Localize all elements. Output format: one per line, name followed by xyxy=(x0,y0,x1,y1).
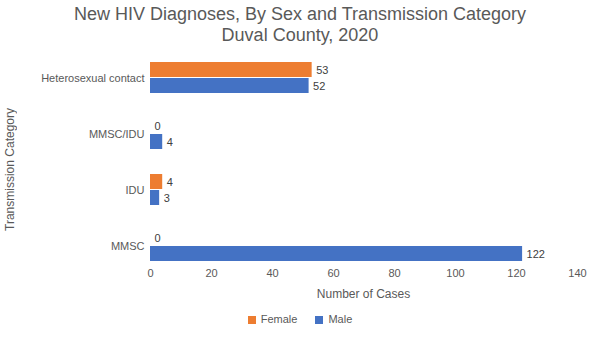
html-text:Duval County, 2020: Duval County, 2020 xyxy=(221,25,379,45)
html-text:Transmission Category: Transmission Category xyxy=(3,108,17,231)
svg-text:53: 53 xyxy=(316,64,328,76)
html-text:Female: Female xyxy=(260,313,298,325)
svg-text:MMSC: MMSC xyxy=(111,240,145,252)
svg-text:100: 100 xyxy=(446,267,464,279)
svg-text:IDU: IDU xyxy=(126,184,145,196)
svg-text:140: 140 xyxy=(568,267,586,279)
svg-text:122: 122 xyxy=(527,248,545,260)
svg-text:4: 4 xyxy=(167,176,173,188)
svg-text:60: 60 xyxy=(327,267,339,279)
html-text:Male: Male xyxy=(328,313,353,325)
html-text:New HIV Diagnoses, By Sex and: New HIV Diagnoses, By Sex and Transmissi… xyxy=(73,4,527,24)
svg-text:3: 3 xyxy=(164,192,170,204)
svg-text:0: 0 xyxy=(155,232,161,244)
svg-text:4: 4 xyxy=(167,136,173,148)
html-text:Number of Cases: Number of Cases xyxy=(316,287,411,301)
svg-text:40: 40 xyxy=(266,267,278,279)
svg-text:Heterosexual contact: Heterosexual contact xyxy=(41,72,144,84)
svg-text:80: 80 xyxy=(388,267,400,279)
svg-text:0: 0 xyxy=(155,120,161,132)
svg-text:0: 0 xyxy=(147,267,153,279)
svg-text:20: 20 xyxy=(205,267,217,279)
svg-text:52: 52 xyxy=(313,80,325,92)
svg-text:MMSC/IDU: MMSC/IDU xyxy=(89,128,145,140)
svg-text:120: 120 xyxy=(507,267,525,279)
